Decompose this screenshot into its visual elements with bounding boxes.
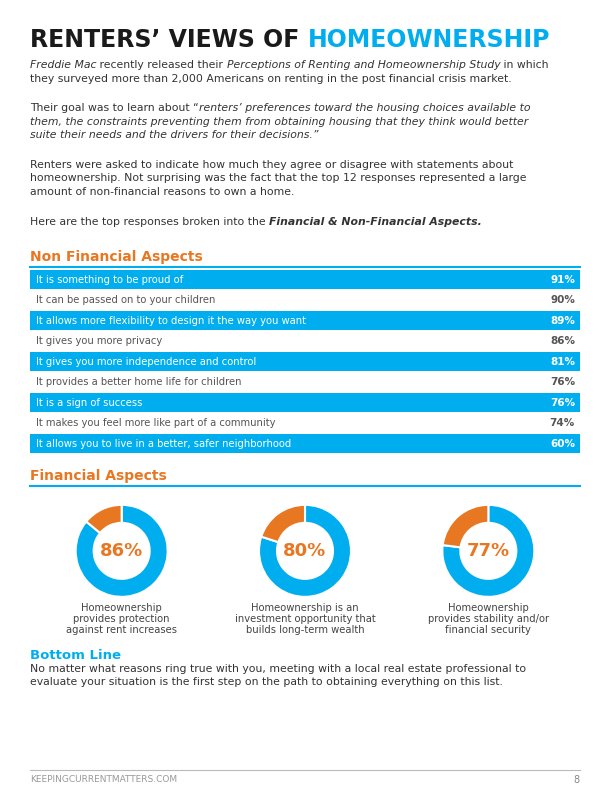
- Text: It makes you feel more like part of a community: It makes you feel more like part of a co…: [36, 418, 275, 428]
- Text: 86%: 86%: [100, 542, 143, 560]
- Text: amount of non-financial reasons to own a home.: amount of non-financial reasons to own a…: [30, 187, 294, 197]
- Text: 91%: 91%: [550, 275, 575, 285]
- Text: against rent increases: against rent increases: [66, 625, 177, 635]
- Text: suite their needs and the drivers for their decisions.”: suite their needs and the drivers for th…: [30, 130, 318, 140]
- Circle shape: [94, 523, 150, 579]
- Text: in which: in which: [501, 60, 549, 70]
- Text: they surveyed more than 2,000 Americans on renting in the post financial crisis : they surveyed more than 2,000 Americans …: [30, 74, 512, 83]
- FancyBboxPatch shape: [30, 434, 580, 453]
- Text: Financial Aspects: Financial Aspects: [30, 469, 166, 483]
- Text: RENTERS’ VIEWS OF: RENTERS’ VIEWS OF: [30, 28, 308, 52]
- Text: evaluate your situation is the first step on the path to obtaining everything on: evaluate your situation is the first ste…: [30, 677, 503, 687]
- FancyBboxPatch shape: [30, 394, 580, 413]
- Text: 81%: 81%: [550, 357, 575, 367]
- Text: recently released their: recently released their: [97, 60, 227, 70]
- Text: It allows more flexibility to design it the way you want: It allows more flexibility to design it …: [36, 316, 306, 326]
- Text: Homeownership is an: Homeownership is an: [251, 603, 359, 613]
- Text: 76%: 76%: [550, 398, 575, 408]
- Text: investment opportunity that: investment opportunity that: [234, 614, 375, 624]
- Text: Their goal was to learn about “: Their goal was to learn about “: [30, 103, 199, 113]
- Text: Renters were asked to indicate how much they agree or disagree with statements a: Renters were asked to indicate how much …: [30, 160, 513, 170]
- Wedge shape: [442, 505, 534, 597]
- Text: homeownership. Not surprising was the fact that the top 12 responses represented: homeownership. Not surprising was the fa…: [30, 173, 526, 184]
- FancyBboxPatch shape: [30, 270, 580, 289]
- Text: 60%: 60%: [550, 439, 575, 449]
- Text: It gives you more privacy: It gives you more privacy: [36, 337, 162, 346]
- Text: them, the constraints preventing them from obtaining housing that they think wou: them, the constraints preventing them fr…: [30, 116, 528, 127]
- Circle shape: [460, 523, 517, 579]
- Text: Perceptions of Renting and Homeownership Study: Perceptions of Renting and Homeownership…: [227, 60, 501, 70]
- Text: 89%: 89%: [550, 316, 575, 326]
- Text: builds long-term wealth: builds long-term wealth: [245, 625, 364, 635]
- Text: 76%: 76%: [550, 377, 575, 387]
- FancyBboxPatch shape: [30, 352, 580, 371]
- Text: 86%: 86%: [550, 337, 575, 346]
- Text: It can be passed on to your children: It can be passed on to your children: [36, 295, 215, 306]
- Text: provides stability and/or: provides stability and/or: [428, 614, 549, 624]
- Wedge shape: [442, 505, 488, 547]
- Wedge shape: [86, 505, 122, 533]
- Wedge shape: [76, 505, 168, 597]
- Text: Homeownership: Homeownership: [448, 603, 529, 613]
- Text: 74%: 74%: [550, 418, 575, 428]
- Text: Homeownership: Homeownership: [81, 603, 162, 613]
- Text: 77%: 77%: [467, 542, 510, 560]
- Text: KEEPINGCURRENTMATTERS.COM: KEEPINGCURRENTMATTERS.COM: [30, 775, 177, 784]
- Wedge shape: [261, 505, 305, 543]
- Text: It gives you more independence and control: It gives you more independence and contr…: [36, 357, 256, 367]
- Wedge shape: [259, 505, 351, 597]
- Text: provides protection: provides protection: [73, 614, 170, 624]
- Text: It is a sign of success: It is a sign of success: [36, 398, 143, 408]
- Text: renters’ preferences toward the housing choices available to: renters’ preferences toward the housing …: [199, 103, 530, 113]
- Text: 90%: 90%: [550, 295, 575, 306]
- Text: Bottom Line: Bottom Line: [30, 649, 121, 662]
- Text: 8: 8: [574, 775, 580, 785]
- Text: It provides a better home life for children: It provides a better home life for child…: [36, 377, 242, 387]
- Text: It allows you to live in a better, safer neighborhood: It allows you to live in a better, safer…: [36, 439, 291, 449]
- Text: Freddie Mac: Freddie Mac: [30, 60, 97, 70]
- Text: It is something to be proud of: It is something to be proud of: [36, 275, 183, 285]
- Text: Non Financial Aspects: Non Financial Aspects: [30, 250, 203, 265]
- FancyBboxPatch shape: [30, 311, 580, 330]
- Text: No matter what reasons ring true with you, meeting with a local real estate prof: No matter what reasons ring true with yo…: [30, 664, 526, 674]
- Text: HOMEOWNERSHIP: HOMEOWNERSHIP: [308, 28, 550, 52]
- Text: Here are the top responses broken into the: Here are the top responses broken into t…: [30, 216, 269, 227]
- Circle shape: [277, 523, 333, 579]
- Text: Financial & Non-Financial Aspects.: Financial & Non-Financial Aspects.: [269, 216, 482, 227]
- Text: 80%: 80%: [283, 542, 327, 560]
- Text: financial security: financial security: [446, 625, 531, 635]
